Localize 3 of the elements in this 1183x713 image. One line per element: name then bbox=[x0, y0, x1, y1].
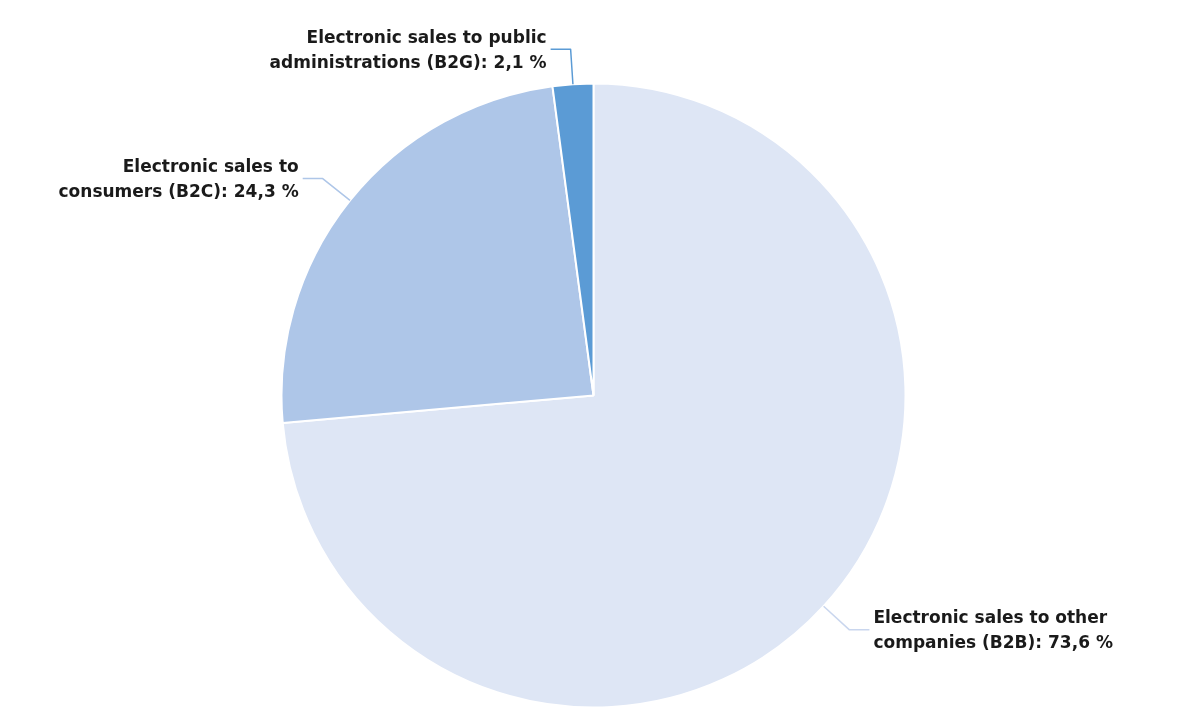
slice-label: Electronic sales to public administrations (B2G): 2,1 % bbox=[269, 26, 547, 72]
slice-label: Electronic sales to consumers (B2C): 24,3 % bbox=[58, 156, 299, 202]
slice-label: Electronic sales to other companies (B2B): 73,6 % bbox=[873, 607, 1113, 653]
